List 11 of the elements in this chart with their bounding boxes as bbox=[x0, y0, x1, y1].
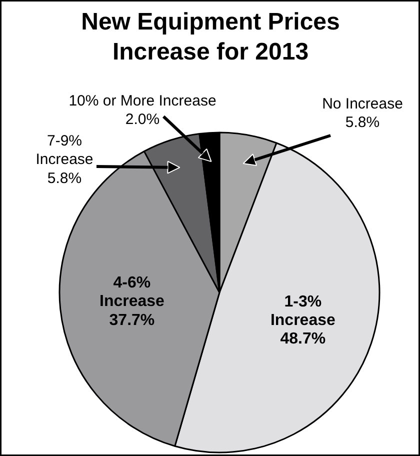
data-label: 37.7% bbox=[109, 312, 155, 329]
data-label: 48.7% bbox=[280, 330, 326, 348]
data-label: 5.8% bbox=[345, 114, 380, 132]
slice-label: 4-6% Increase bbox=[100, 274, 165, 310]
slice-label: 1-3% Increase bbox=[270, 293, 336, 329]
data-label: 5.8% bbox=[47, 170, 82, 187]
chart-title: New Equipment Prices Increase for 2013 bbox=[81, 8, 340, 66]
slice-label: 7-9% Increase bbox=[36, 132, 94, 168]
data-label: 2.0% bbox=[125, 111, 160, 128]
slice-label: No Increase bbox=[322, 96, 403, 112]
slice-label: 10% or More Increase bbox=[68, 92, 216, 110]
